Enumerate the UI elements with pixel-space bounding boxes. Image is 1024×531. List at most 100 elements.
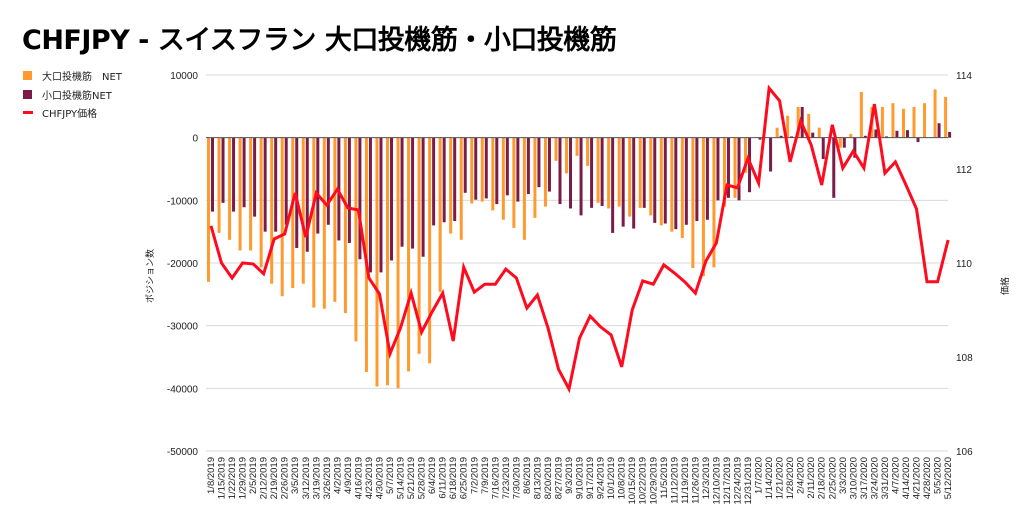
bar-small-speculators [758, 137, 762, 140]
x-tick-label: 2/19/2019 [269, 457, 280, 499]
y-tick-label: -20000 [167, 259, 199, 270]
bar-large-speculators [607, 137, 611, 209]
x-tick-label: 11/5/2019 [659, 457, 670, 499]
bar-large-speculators [322, 137, 326, 309]
bar-large-speculators [733, 137, 737, 198]
bar-large-speculators [375, 137, 379, 387]
bar-small-speculators [590, 137, 594, 208]
bar-large-speculators [786, 115, 790, 138]
y-tick-label: -10000 [167, 196, 199, 207]
bar-small-speculators [390, 137, 394, 261]
y2-axis-label: 価格 [999, 277, 1010, 295]
x-tick-label: 4/7/2020 [890, 457, 901, 494]
bar-small-speculators [411, 137, 415, 249]
bar-small-speculators [632, 137, 636, 229]
bar-small-speculators [569, 137, 573, 209]
x-tick-label: 1/14/2020 [764, 457, 775, 499]
bar-large-speculators [333, 137, 337, 302]
y2-tick-label: 110 [956, 259, 972, 270]
bar-large-speculators [449, 137, 453, 234]
chart-title: CHFJPY - スイスフラン 大口投機筋・小口投機筋 [22, 25, 617, 56]
x-tick-label: 1/15/2019 [217, 457, 228, 499]
x-tick-label: 4/14/2020 [901, 457, 912, 499]
legend-line-red [23, 111, 33, 114]
bar-large-speculators [565, 137, 569, 174]
bar-small-speculators [674, 137, 678, 230]
bar-large-speculators [491, 137, 495, 211]
bar-small-speculators [484, 137, 488, 199]
x-tick-label: 4/28/2020 [922, 457, 933, 499]
bar-large-speculators [880, 106, 884, 138]
x-tick-label: 12/10/2019 [711, 457, 722, 505]
bar-large-speculators [722, 137, 726, 207]
bar-small-speculators [253, 137, 257, 217]
bar-small-speculators [526, 137, 530, 195]
bar-large-speculators [228, 137, 232, 240]
x-tick-label: 4/23/2019 [364, 457, 375, 499]
bar-small-speculators [821, 137, 825, 159]
bar-small-speculators [863, 135, 867, 138]
bar-large-speculators [396, 137, 400, 389]
bar-large-speculators [775, 127, 779, 138]
bar-small-speculators [853, 137, 857, 158]
bar-small-speculators [263, 137, 267, 232]
bar-small-speculators [558, 137, 562, 205]
bar-small-speculators [537, 137, 541, 188]
bar-large-speculators [428, 137, 432, 364]
x-tick-label: 10/15/2019 [627, 457, 638, 505]
x-tick-label: 3/12/2019 [301, 457, 312, 499]
y-tick-label: -30000 [167, 322, 199, 333]
bar-small-speculators [653, 137, 657, 223]
bar-small-speculators [695, 137, 699, 222]
x-tick-label: 9/10/2019 [575, 457, 586, 499]
x-tick-label: 5/7/2019 [385, 457, 396, 494]
bar-small-speculators [211, 137, 214, 212]
bar-small-speculators [421, 137, 425, 257]
x-tick-label: 7/2/2019 [469, 457, 480, 494]
bar-large-speculators [575, 137, 579, 156]
bar-large-speculators [807, 113, 811, 138]
x-tick-label: 4/21/2020 [912, 457, 923, 499]
x-tick-label: 12/24/2019 [733, 457, 744, 505]
bar-large-speculators [407, 137, 411, 372]
bar-small-speculators [242, 137, 246, 208]
x-tick-label: 7/9/2019 [480, 457, 491, 494]
x-tick-label: 1/22/2019 [227, 457, 238, 499]
bar-small-speculators [284, 137, 288, 225]
legend-label: CHFJPY価格 [42, 109, 98, 120]
bar-large-speculators [796, 106, 800, 138]
bar-small-speculators [295, 137, 299, 248]
x-tick-label: 11/26/2019 [690, 457, 701, 504]
y-tick-label: -40000 [167, 384, 199, 395]
x-tick-label: 6/18/2019 [448, 457, 459, 499]
bar-large-speculators [901, 108, 905, 138]
x-tick-label: 1/28/2020 [785, 457, 796, 499]
bar-large-speculators [543, 137, 547, 207]
bar-large-speculators [270, 137, 274, 284]
bar-large-speculators [586, 137, 590, 166]
bar-small-speculators [400, 137, 404, 247]
bar-large-speculators [301, 137, 305, 284]
bar-small-speculators [432, 137, 436, 226]
legend-swatch-purple [23, 90, 32, 99]
bar-small-speculators [895, 130, 899, 138]
bar-small-speculators [779, 135, 783, 138]
x-tick-label: 8/13/2019 [532, 457, 543, 499]
x-tick-label: 12/3/2019 [701, 457, 712, 499]
price-line [209, 84, 950, 394]
bar-large-speculators [838, 137, 842, 148]
x-tick-label: 10/8/2019 [617, 457, 628, 499]
bar-small-speculators [274, 137, 278, 232]
x-tick-label: 4/9/2019 [343, 457, 354, 494]
bar-large-speculators [354, 137, 358, 342]
x-tick-label: 4/30/2019 [374, 457, 385, 499]
x-tick-label: 1/29/2019 [238, 457, 249, 499]
x-tick-label: 9/3/2019 [564, 457, 575, 494]
bar-small-speculators [621, 137, 625, 227]
bar-large-speculators [659, 137, 663, 226]
bar-small-speculators [937, 123, 941, 138]
x-tick-label: 3/3/2020 [838, 457, 849, 494]
bar-large-speculators [628, 137, 632, 217]
bar-large-speculators [312, 137, 316, 308]
